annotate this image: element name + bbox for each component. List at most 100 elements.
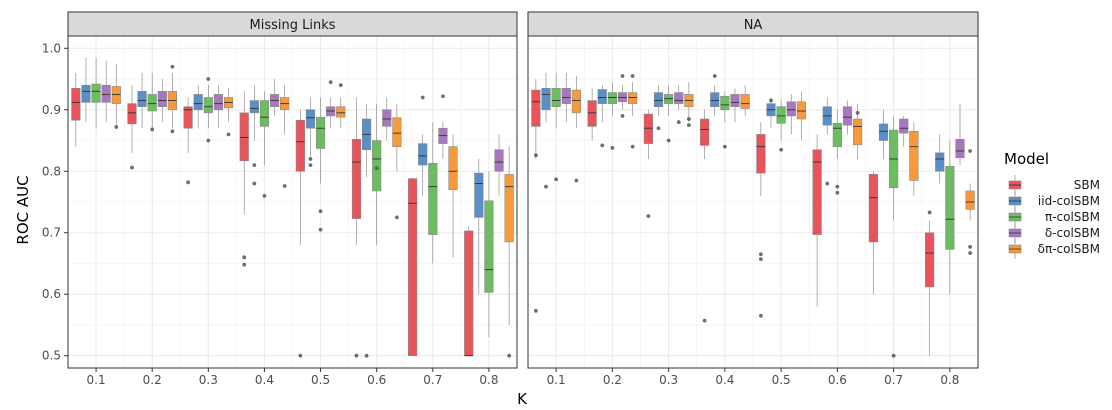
x-tick-label: 0.8 xyxy=(940,373,959,387)
box-δ-colSBM xyxy=(438,94,448,159)
outlier-point xyxy=(758,313,763,318)
outlier-point xyxy=(656,126,661,131)
box-iqr xyxy=(408,178,418,357)
box-SBM xyxy=(925,210,935,356)
x-tick-label: 0.3 xyxy=(199,373,218,387)
box-iqr xyxy=(137,91,147,108)
outlier-point xyxy=(610,145,615,150)
box-iid-colSBM xyxy=(597,85,607,148)
facet-title: Missing Links xyxy=(249,18,335,33)
box-iqr xyxy=(504,174,514,243)
box-iqr xyxy=(945,166,955,250)
outlier-point xyxy=(150,127,155,132)
box-iqr xyxy=(213,94,224,111)
outlier-point xyxy=(722,144,727,149)
legend-label: δπ-colSBM xyxy=(1038,242,1100,256)
box-iqr xyxy=(259,100,270,127)
box-iqr xyxy=(812,149,822,235)
box-δ-colSBM xyxy=(213,85,224,129)
outlier-point xyxy=(835,190,840,195)
box-δπ-colSBM xyxy=(448,134,458,258)
x-tick-label: 0.4 xyxy=(255,373,274,387)
box-iqr xyxy=(183,106,193,129)
box-δπ-colSBM xyxy=(684,82,694,128)
box-SBM xyxy=(587,88,597,141)
box-SBM xyxy=(239,91,249,267)
box-δ-colSBM xyxy=(494,134,504,196)
box-iqr xyxy=(899,118,909,134)
facet-strip xyxy=(527,11,979,37)
box-iqr xyxy=(853,118,863,146)
box-iqr xyxy=(71,87,81,121)
box-π-colSBM xyxy=(607,82,617,150)
x-tick-label: 0.7 xyxy=(884,373,903,387)
box-iqr xyxy=(796,101,806,120)
outlier-point xyxy=(676,120,681,124)
box-SBM xyxy=(464,226,474,357)
outlier-point xyxy=(206,77,211,81)
box-iqr xyxy=(474,172,484,218)
box-δ-colSBM xyxy=(730,88,740,123)
box-SBM xyxy=(812,134,822,307)
facet-strip xyxy=(67,11,518,37)
box-δπ-colSBM xyxy=(628,74,638,149)
outlier-point xyxy=(630,144,635,149)
outlier-point xyxy=(282,184,287,188)
box-π-colSBM xyxy=(91,57,101,129)
facet-panel: Missing Links 0.1 0.2 0.3 0.4 0.5 0.6 0.7 0.8 xyxy=(67,11,518,387)
box-π-colSBM xyxy=(776,100,786,152)
box-SBM xyxy=(408,177,418,357)
box-iqr xyxy=(674,92,684,104)
box-iqr xyxy=(484,200,494,293)
box-iid-colSBM xyxy=(249,85,259,186)
box-iid-colSBM xyxy=(541,72,551,189)
outlier-point xyxy=(298,353,303,358)
x-tick-label: 0.4 xyxy=(715,373,734,387)
x-tick-label: 0.5 xyxy=(311,373,330,387)
outlier-point xyxy=(968,149,973,153)
box-δ-colSBM xyxy=(561,72,571,123)
box-iqr xyxy=(776,106,786,124)
box-iqr xyxy=(127,103,137,125)
box-π-colSBM xyxy=(664,85,674,143)
x-tick-label: 0.6 xyxy=(367,373,386,387)
box-iqr xyxy=(740,94,750,109)
outlier-point xyxy=(630,74,635,78)
outlier-point xyxy=(702,318,707,323)
box-iid-colSBM xyxy=(193,85,203,129)
box-δπ-colSBM xyxy=(571,75,581,183)
box-iid-colSBM xyxy=(935,134,945,184)
outlier-point xyxy=(252,181,257,186)
box-iqr xyxy=(720,95,730,111)
outlier-point xyxy=(507,353,512,358)
x-tick-label: 0.1 xyxy=(87,373,106,387)
box-iqr xyxy=(756,134,766,174)
box-iqr xyxy=(418,143,428,166)
box-δπ-colSBM xyxy=(965,149,975,255)
box-π-colSBM xyxy=(551,72,561,182)
box-iqr xyxy=(786,101,796,117)
box-π-colSBM xyxy=(203,77,213,143)
box-SBM xyxy=(183,97,193,185)
outlier-point xyxy=(686,123,691,128)
box-iqr xyxy=(494,149,504,172)
box-δπ-colSBM xyxy=(853,103,863,159)
outlier-point xyxy=(186,180,191,185)
box-SBM xyxy=(71,72,81,147)
box-π-colSBM xyxy=(832,109,842,195)
outlier-point xyxy=(308,163,313,168)
box-iqr xyxy=(315,116,326,149)
legend: SBM iid-colSBM π-colSBM δ-colSBM δπ-colSBM xyxy=(1008,175,1100,259)
outlier-point xyxy=(338,83,343,88)
legend-label: SBM xyxy=(1074,178,1100,192)
y-tick-label: 0.9 xyxy=(42,103,61,117)
box-iqr xyxy=(561,87,571,104)
outlier-point xyxy=(927,210,932,215)
box-iqr xyxy=(730,94,740,108)
outlier-point xyxy=(130,165,134,170)
box-iqr xyxy=(392,117,402,147)
box-iqr xyxy=(295,119,305,172)
box-iqr xyxy=(710,92,720,108)
box-SBM xyxy=(868,171,878,295)
box-δπ-colSBM xyxy=(111,63,121,129)
